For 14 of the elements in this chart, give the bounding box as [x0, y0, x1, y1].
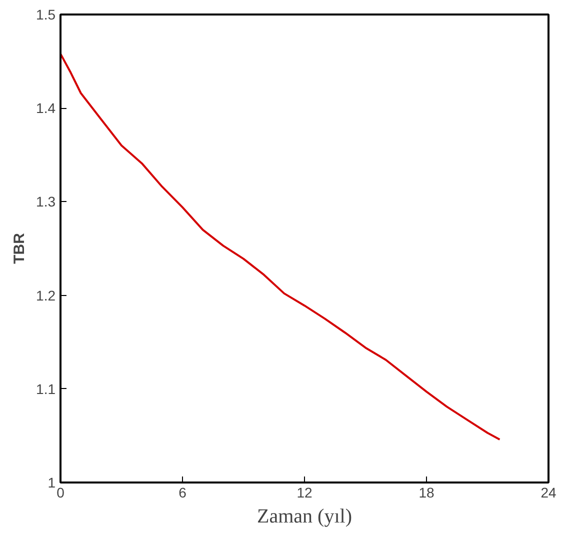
y-tick-label: 1.5 [36, 6, 56, 22]
y-tick-label: 1.2 [36, 287, 56, 304]
x-tick-label: 0 [56, 484, 65, 500]
x-axis-title: Zaman (yıl) [257, 506, 352, 528]
x-tick-label: 18 [418, 484, 434, 500]
x-tick-label: 12 [296, 484, 312, 500]
y-tick-label: 1 [48, 474, 56, 490]
y-tick-label: 1.3 [36, 194, 56, 210]
x-tick-label: 6 [178, 484, 187, 500]
y-tick-label: 1.4 [36, 100, 56, 116]
y-axis-title: TBR [11, 232, 28, 264]
y-tick-label: 1.1 [36, 380, 56, 397]
line-series [60, 52, 501, 440]
x-tick-label: 24 [540, 484, 556, 500]
